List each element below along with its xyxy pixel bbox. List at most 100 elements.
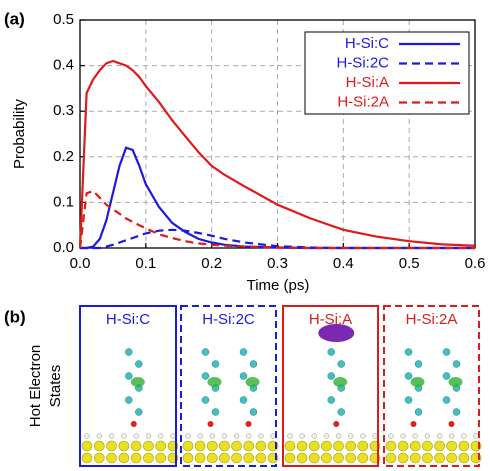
molecule-atom	[250, 409, 257, 416]
silicon-atom	[107, 453, 117, 463]
molecule-atom	[338, 361, 345, 368]
hydrogen-atom	[109, 434, 114, 439]
y-tick-label: 0.1	[53, 193, 74, 210]
hydrogen-atom	[258, 434, 263, 439]
hydrogen-atom	[336, 434, 341, 439]
x-axis-label: Time (ps)	[247, 277, 310, 294]
molecule-atom	[405, 373, 412, 380]
molecule-atom	[250, 361, 257, 368]
molecule-atom	[240, 373, 247, 380]
molecule-atom	[443, 397, 450, 404]
molecule-atom	[212, 409, 219, 416]
molecule-atom	[202, 349, 209, 356]
silicon-atom	[156, 441, 166, 451]
silicon-atom	[82, 453, 92, 463]
hydrogen-atom	[389, 434, 394, 439]
y-tick-label: 0.4	[53, 57, 74, 74]
molecule-atom	[328, 373, 335, 380]
molecule-atom	[443, 349, 450, 356]
silicon-atom	[256, 441, 266, 451]
hydrogen-atom	[288, 434, 293, 439]
silicon-atom	[244, 453, 254, 463]
silicon-atom	[410, 453, 420, 463]
molecule-atom	[135, 361, 142, 368]
silicon-atom	[183, 441, 193, 451]
silicon-atom	[256, 453, 266, 463]
orbital	[449, 377, 463, 387]
hydrogen-atom	[360, 434, 365, 439]
molecule-atom	[405, 397, 412, 404]
hydrogen-atom	[324, 434, 329, 439]
silicon-atom	[346, 441, 356, 451]
silicon-atom	[321, 441, 331, 451]
x-tick-label: 0.5	[399, 255, 420, 272]
silicon-atom	[386, 453, 396, 463]
silicon-atom	[82, 441, 92, 451]
silicon-atom	[297, 453, 307, 463]
silicon-atom	[131, 441, 141, 451]
x-tick-label: 0.2	[201, 255, 222, 272]
state-label: H-Si:C	[106, 311, 150, 328]
molecule-atom	[125, 373, 132, 380]
hydrogen-atom	[437, 434, 442, 439]
hydrogen-atom	[271, 434, 276, 439]
silicon-atom	[321, 453, 331, 463]
silicon-atom	[459, 453, 469, 463]
hydrogen-atom	[134, 434, 139, 439]
hydrogen-atom	[425, 434, 430, 439]
orbital	[131, 377, 145, 387]
hydrogen-atom	[373, 434, 378, 439]
legend-label: H-Si:A	[346, 74, 389, 91]
panel-label: (a)	[4, 9, 25, 28]
y-axis-label: Probability	[11, 98, 28, 169]
silicon-atom	[232, 441, 242, 451]
silicon-atom	[447, 453, 457, 463]
orbital	[246, 377, 260, 387]
x-tick-label: 0.3	[267, 255, 288, 272]
state-label: H-Si:2C	[202, 311, 255, 328]
silicon-atom	[207, 441, 217, 451]
oxygen-atom	[411, 421, 417, 427]
molecule-atom	[125, 397, 132, 404]
silicon-atom	[297, 441, 307, 451]
silicon-atom	[94, 453, 104, 463]
silicon-atom	[195, 441, 205, 451]
silicon-atom	[119, 441, 129, 451]
silicon-atom	[398, 441, 408, 451]
silicon-atom	[183, 453, 193, 463]
molecule-atom	[212, 361, 219, 368]
x-tick-label: 0.6	[465, 255, 486, 272]
y-tick-label: 0.5	[53, 11, 74, 28]
silicon-atom	[131, 453, 141, 463]
silicon-atom	[285, 441, 295, 451]
x-tick-label: 0.4	[333, 255, 354, 272]
figure: (a) Time (ps) Probability (b) Hot Electr…	[0, 0, 490, 471]
hydrogen-atom	[246, 434, 251, 439]
silicon-atom	[207, 453, 217, 463]
oxygen-atom	[208, 421, 214, 427]
silicon-atom	[219, 441, 229, 451]
hydrogen-atom	[222, 434, 227, 439]
silicon-atom	[346, 453, 356, 463]
x-tick-label: 0.1	[135, 255, 156, 272]
hydrogen-atom	[449, 434, 454, 439]
silicon-atom	[398, 453, 408, 463]
molecule-atom	[135, 409, 142, 416]
silicon-atom	[107, 441, 117, 451]
silicon-atom	[285, 453, 295, 463]
silicon-atom	[232, 453, 242, 463]
state-label: H-Si:A	[309, 311, 352, 328]
y-tick-label: 0.0	[53, 239, 74, 256]
silicon-atom	[435, 441, 445, 451]
molecule-atom	[338, 409, 345, 416]
hydrogen-atom	[474, 434, 479, 439]
hydrogen-atom	[210, 434, 215, 439]
silicon-atom	[244, 441, 254, 451]
hydrogen-atom	[146, 434, 151, 439]
silicon-atom	[156, 453, 166, 463]
silicon-atom	[143, 453, 153, 463]
state-label: H-Si:2A	[406, 311, 458, 328]
oxygen-atom	[333, 421, 339, 427]
molecule-atom	[453, 409, 460, 416]
silicon-atom	[459, 441, 469, 451]
